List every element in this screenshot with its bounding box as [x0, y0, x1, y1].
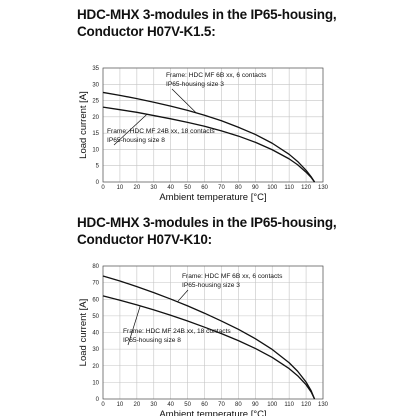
chart-2-annotation-1: Frame: HDC MF 6B xx, 6 contacts IP65-hous…	[177, 273, 283, 303]
chart-2-series-line-2	[102, 295, 316, 400]
chart-1-xtick-label: 100	[267, 185, 278, 191]
chart-2-annotation-1-leader	[177, 289, 189, 303]
chart-1-xtick-label: 40	[167, 185, 174, 191]
chart-1-ytick-label: 30	[92, 82, 99, 88]
chart-2-xtick-label: 50	[184, 402, 191, 408]
chart-1-title: HDC-MHX 3-modules in the IP65-housing, C…	[77, 6, 337, 40]
chart-1-y-axis-label: Load current [A]	[78, 91, 89, 159]
chart-1-x-axis-label: Ambient temperature [°C]	[159, 192, 266, 203]
chart-2-grid	[102, 265, 324, 400]
chart-2-xtick-label: 130	[318, 402, 329, 408]
chart-1-ytick-label: 35	[92, 66, 99, 72]
chart-2-title-line-2: Conductor H07V-K10:	[77, 232, 212, 247]
chart-1-annotation-2-line-1: Frame: HDC MF 24B xx, 18 contacts	[107, 128, 215, 135]
chart-2-x-axis-label: Ambient temperature [°C]	[159, 409, 266, 416]
chart-2-xtick-label: 60	[201, 402, 208, 408]
chart-2-ytick-label: 70	[92, 281, 99, 287]
chart-2-ytick-label: 10	[92, 380, 99, 386]
chart-1-xtick-label: 70	[218, 185, 225, 191]
chart-2-series-line-1	[102, 275, 316, 400]
chart-2-annotation-2: Frame: HDC MF 24B xx, 18 contacts IP65-ho…	[123, 305, 231, 346]
chart-2: 0 10 20 30 40 50 60 70 80 90 100 110 120 130 0 10 20 30 40…	[78, 264, 329, 416]
chart-1-title-line-1: HDC-MHX 3-modules in the IP65-housing,	[77, 7, 337, 22]
chart-1-xtick-label: 30	[150, 185, 157, 191]
chart-1-xtick-label: 130	[318, 185, 329, 191]
chart-1-ytick-label: 25	[92, 99, 99, 105]
chart-1-annotation-2-line-2: IP65-housing size 8	[107, 137, 165, 144]
chart-2-xtick-label: 120	[301, 402, 312, 408]
chart-2-title-line-1: HDC-MHX 3-modules in the IP65-housing,	[77, 215, 337, 230]
chart-1-annotation-1: Frame: HDC MF 6B xx, 6 contacts IP65-hous…	[166, 72, 267, 114]
chart-2-ytick-label: 0	[96, 397, 100, 403]
chart-1-annotation-2-leader	[113, 113, 148, 146]
chart-2-xtick-label: 80	[235, 402, 242, 408]
chart-1-title-line-2: Conductor H07V-K1.5:	[77, 24, 216, 39]
chart-1-xtick-label: 120	[301, 185, 312, 191]
chart-2-annotation-2-line-2: IP65-housing size 8	[123, 337, 181, 344]
chart-2-annotation-2-line-1: Frame: HDC MF 24B xx, 18 contacts	[123, 328, 231, 335]
chart-1-annotation-2: Frame: HDC MF 24B xx, 18 contacts IP65-ho…	[107, 113, 215, 146]
chart-2-ytick-label: 40	[92, 331, 99, 337]
chart-1-xtick-label: 0	[101, 185, 105, 191]
chart-2-title: HDC-MHX 3-modules in the IP65-housing, C…	[77, 214, 337, 248]
chart-2-xtick-label: 30	[150, 402, 157, 408]
chart-2-ytick-label: 30	[92, 347, 99, 353]
chart-1-xtick-label: 10	[117, 185, 124, 191]
chart-2-annotation-2-leader	[127, 305, 141, 346]
chart-1-xtick-label: 50	[184, 185, 191, 191]
chart-2-xtick-label: 100	[267, 402, 278, 408]
chart-2-xtick-label: 110	[284, 402, 294, 408]
chart-2-xtick-label: 40	[167, 402, 174, 408]
chart-1-plot-frame	[102, 67, 324, 183]
chart-1-xtick-label: 80	[235, 185, 242, 191]
chart-2-annotation-1-line-1: Frame: HDC MF 6B xx, 6 contacts	[182, 273, 283, 280]
chart-2-ytick-label: 80	[92, 264, 99, 270]
chart-1-ytick-label: 20	[92, 115, 99, 121]
chart-1: 0 10 20 30 40 50 60 70 80 90 100 110 120 130 0 5 10 15 20 2…	[78, 66, 329, 203]
chart-2-annotation-1-line-2: IP65-housing size 3	[182, 282, 240, 289]
chart-1-xtick-label: 20	[134, 185, 141, 191]
chart-1-ytick-label: 5	[96, 164, 100, 170]
chart-1-ytick-label: 0	[96, 180, 100, 186]
chart-1-annotation-1-leader	[171, 88, 197, 114]
chart-1-series-line-1	[102, 91, 316, 183]
chart-1-annotation-1-line-1: Frame: HDC MF 6B xx, 6 contacts	[166, 72, 267, 79]
chart-1-xtick-label: 60	[201, 185, 208, 191]
chart-2-plot-frame	[102, 265, 324, 400]
chart-1-ytick-label: 15	[92, 131, 99, 137]
chart-1-xtick-label: 90	[252, 185, 259, 191]
chart-2-series-group	[102, 275, 316, 400]
chart-2-ytick-label: 60	[92, 297, 99, 303]
chart-2-xtick-label: 20	[134, 402, 141, 408]
chart-2-xtick-label: 70	[218, 402, 225, 408]
chart-1-annotation-1-line-2: IP65-housing size 3	[166, 81, 224, 88]
chart-2-xtick-label: 10	[117, 402, 124, 408]
chart-2-ytick-label: 50	[92, 314, 99, 320]
chart-1-ytick-label: 10	[92, 147, 99, 153]
chart-1-series-line-2	[102, 106, 316, 183]
chart-2-y-axis-label: Load current [A]	[78, 299, 89, 367]
chart-2-ytick-label: 20	[92, 364, 99, 370]
chart-2-xtick-label: 0	[101, 402, 105, 408]
chart-1-series-group	[102, 91, 316, 183]
chart-2-xtick-label: 90	[252, 402, 259, 408]
chart-1-xtick-label: 110	[284, 185, 294, 191]
